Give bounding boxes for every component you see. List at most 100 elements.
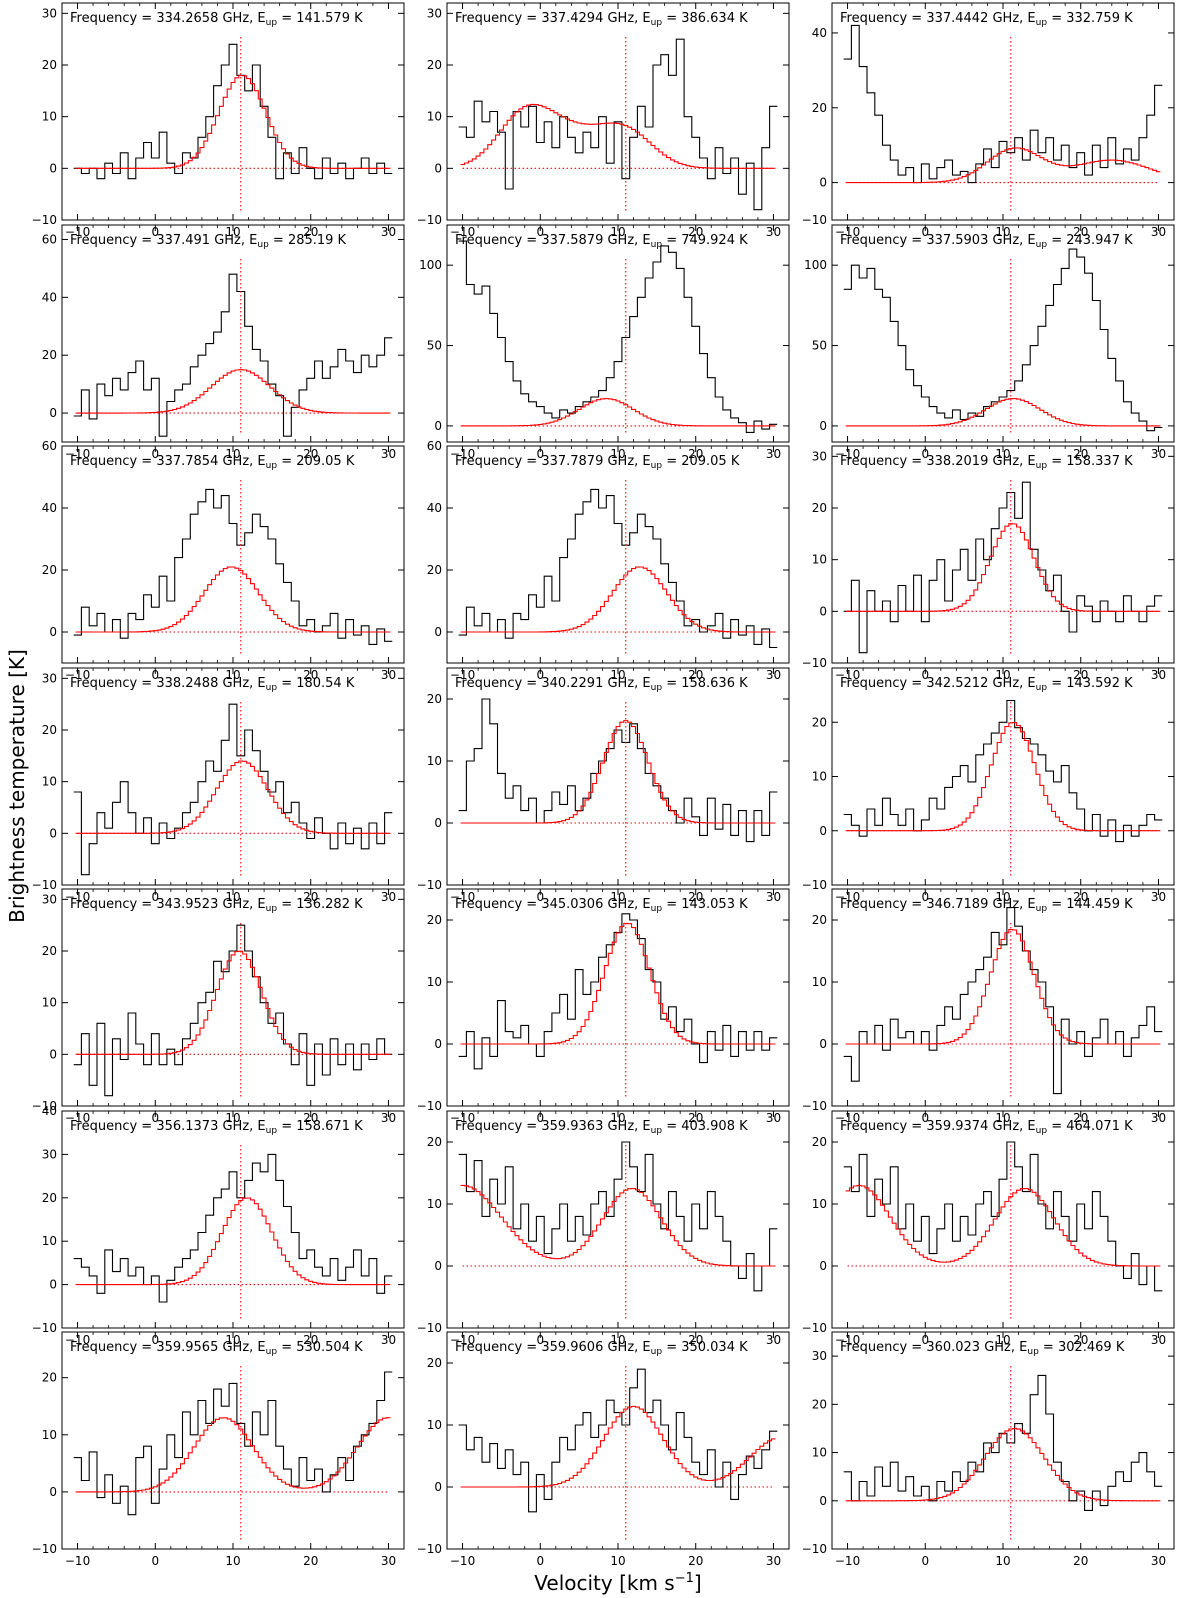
- model-spectrum: [75, 566, 391, 633]
- y-tick-label: 20: [42, 58, 57, 72]
- y-tick-label: −10: [417, 1542, 442, 1556]
- y-tick-label: 60: [427, 439, 442, 453]
- x-tick-label: 30: [1151, 890, 1166, 904]
- title-eup-subscript: up: [651, 18, 663, 28]
- x-tick-label: 0: [536, 1554, 544, 1568]
- title-frequency: Frequency = 340.2291 GHz, E: [455, 676, 651, 691]
- x-axis-label-text: Velocity [km s: [534, 1571, 674, 1595]
- model-spectrum: [75, 950, 391, 1055]
- y-axis-label: Brightness temperature [K]: [5, 649, 29, 923]
- panel-frame: [446, 888, 790, 1107]
- title-eup-value: = 464.071 K: [1047, 1119, 1133, 1134]
- title-eup-subscript: up: [266, 683, 278, 693]
- title-frequency: Frequency = 359.9565 GHz, E: [70, 1340, 266, 1355]
- y-tick-label: 60: [42, 232, 57, 246]
- x-tick-label: 10: [225, 225, 240, 239]
- x-tick-label: −10: [835, 225, 860, 239]
- observed-spectrum: [73, 273, 393, 437]
- title-eup-subscript: up: [1027, 1347, 1039, 1357]
- y-tick-label: 0: [819, 1494, 827, 1508]
- panel-frame: [61, 445, 405, 664]
- x-tick-label: 0: [536, 225, 544, 239]
- y-tick-label: −10: [32, 213, 57, 227]
- y-tick-label: 0: [819, 176, 827, 190]
- y-tick-label: 40: [427, 501, 442, 515]
- observed-spectrum: [458, 488, 778, 649]
- y-tick-label: 10: [812, 770, 827, 784]
- x-tick-label: −10: [450, 890, 475, 904]
- y-tick-label: 50: [812, 339, 827, 353]
- title-eup-value: = 285.19 K: [269, 233, 347, 248]
- y-tick-label: 100: [804, 258, 827, 272]
- y-tick-label: 10: [42, 1234, 57, 1248]
- model-spectrum: [460, 922, 776, 1045]
- model-spectrum: [75, 1197, 391, 1286]
- model-spectrum: [845, 523, 1161, 612]
- y-tick-label: 10: [427, 110, 442, 124]
- observed-spectrum: [458, 1141, 778, 1292]
- spectrum-panel: −10 0 10 20 30 −10 0 10 20 30 Frequency = 337.4294…: [417, 2, 790, 239]
- title-eup-value: = 158.337 K: [1047, 454, 1133, 469]
- spectrum-panel: −10 0 10 20 30 0 20 40 60 Frequency = 337.7854 GH…: [42, 439, 405, 682]
- x-tick-label: 10: [225, 1111, 240, 1125]
- x-tick-label: 0: [921, 1554, 929, 1568]
- observed-spectrum: [73, 1153, 393, 1303]
- panel-frame: [446, 1331, 790, 1550]
- x-tick-label: 30: [1151, 1111, 1166, 1125]
- observed-spectrum: [458, 913, 778, 1070]
- x-tick-label: 20: [303, 1333, 318, 1347]
- title-eup-value: = 209.05 K: [662, 454, 740, 469]
- observed-spectrum: [843, 1141, 1163, 1292]
- y-tick-label: −10: [32, 1321, 57, 1335]
- y-tick-label: 0: [434, 161, 442, 175]
- title-eup-value: = 749.924 K: [662, 233, 748, 248]
- x-tick-label: 20: [1073, 1333, 1088, 1347]
- x-tick-label: −10: [65, 890, 90, 904]
- y-tick-label: 10: [812, 1197, 827, 1211]
- x-tick-label: 20: [1073, 890, 1088, 904]
- y-tick-label: 20: [427, 563, 442, 577]
- spectrum-panel: −10 0 10 20 30 0 20 40 60 Frequency = 337.491 GHz…: [42, 224, 405, 461]
- model-spectrum: [460, 398, 776, 427]
- y-tick-label: 40: [42, 1104, 57, 1118]
- panel-title: Frequency = 356.1373 GHz, Eup = 158.671 …: [70, 1119, 363, 1136]
- panel-title: Frequency = 337.5879 GHz, Eup = 749.924 …: [455, 233, 748, 250]
- x-tick-label: 20: [303, 890, 318, 904]
- x-tick-label: 0: [151, 1111, 159, 1125]
- panel-grid: −10 0 10 20 30 −10 0 10 20 30 Frequency = 334.2658…: [32, 2, 1175, 1568]
- x-tick-label: 0: [151, 447, 159, 461]
- spectrum-panel: −10 0 10 20 30 0 20 40 60 Frequency = 337.7879 GH…: [427, 439, 790, 682]
- y-tick-label: 0: [434, 1259, 442, 1273]
- y-tick-label: 60: [42, 439, 57, 453]
- observed-spectrum: [843, 481, 1163, 654]
- model-spectrum: [845, 1184, 1161, 1267]
- x-tick-label: 10: [610, 447, 625, 461]
- x-tick-label: −10: [65, 225, 90, 239]
- y-tick-label: 20: [42, 1191, 57, 1205]
- title-eup-subscript: up: [651, 1347, 663, 1357]
- observed-spectrum: [73, 43, 393, 180]
- x-tick-label: −10: [835, 1554, 860, 1568]
- title-frequency: Frequency = 360.023 GHz, E: [840, 1340, 1027, 1355]
- x-tick-label: 30: [381, 1554, 396, 1568]
- y-tick-label: −10: [417, 878, 442, 892]
- x-tick-label: 20: [688, 1333, 703, 1347]
- y-tick-label: 0: [434, 816, 442, 830]
- title-frequency: Frequency = 337.7879 GHz, E: [455, 454, 651, 469]
- title-frequency: Frequency = 337.5903 GHz, E: [840, 233, 1036, 248]
- title-eup-subscript: up: [266, 1347, 278, 1357]
- y-tick-label: −10: [802, 1099, 827, 1113]
- title-frequency: Frequency = 359.9374 GHz, E: [840, 1119, 1036, 1134]
- observed-spectrum: [73, 703, 393, 876]
- x-tick-label: 10: [610, 1554, 625, 1568]
- x-tick-label: 0: [151, 890, 159, 904]
- x-tick-label: 30: [1151, 1333, 1166, 1347]
- y-tick-label: 20: [812, 715, 827, 729]
- y-tick-label: 0: [819, 1259, 827, 1273]
- x-tick-label: 20: [1073, 1554, 1088, 1568]
- model-spectrum: [845, 1427, 1161, 1502]
